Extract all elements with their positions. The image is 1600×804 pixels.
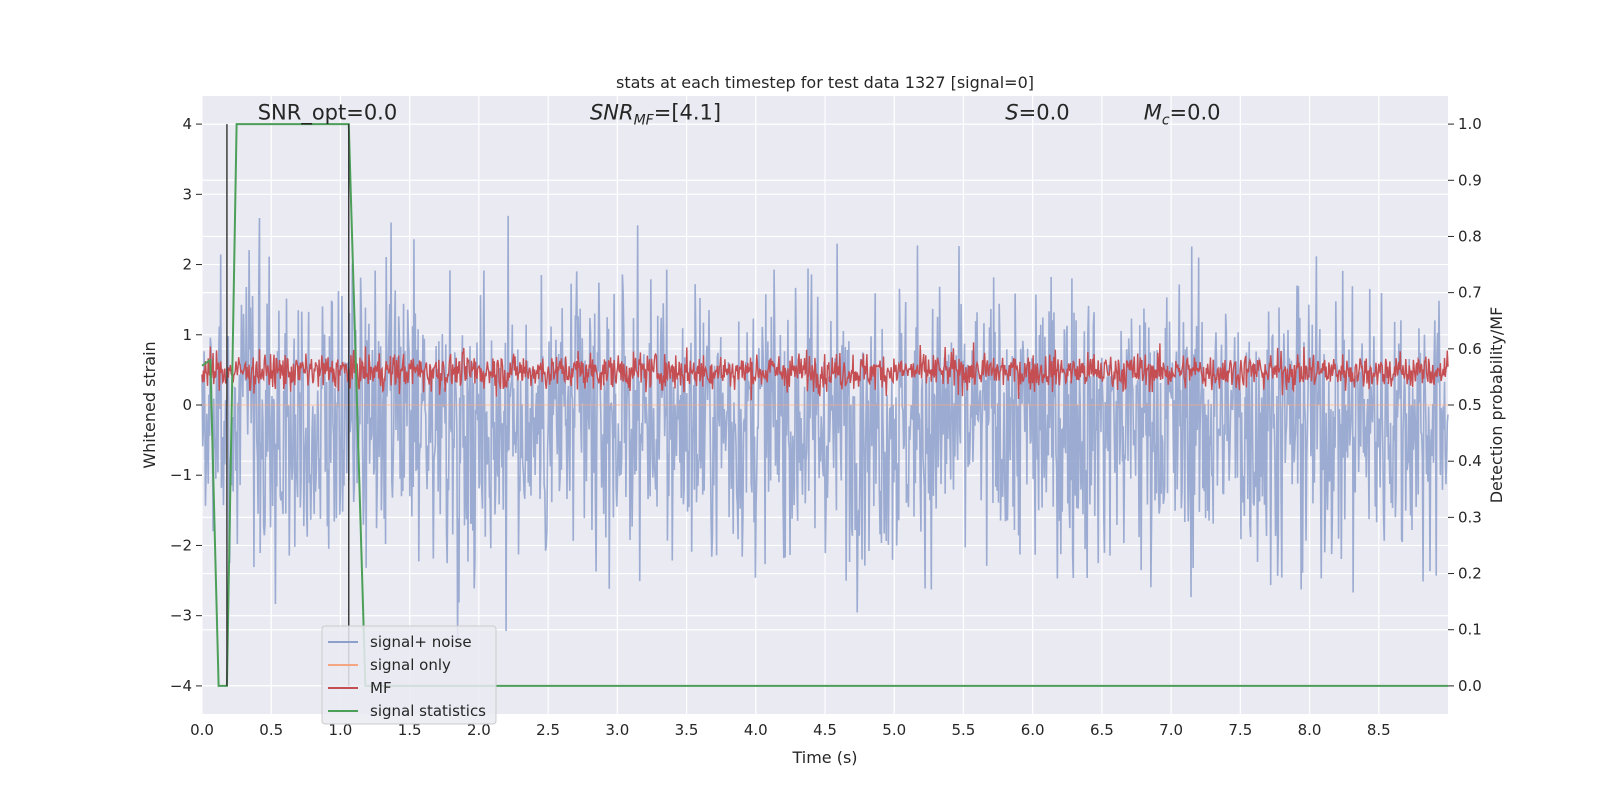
y-left-tick-label: 0 [182, 396, 192, 414]
y-axis-right-label: Detection probability/MF [1487, 307, 1506, 504]
x-tick-label: 8.0 [1298, 721, 1322, 739]
y-left-tick-label: 1 [182, 326, 192, 344]
x-tick-label: 3.5 [675, 721, 699, 739]
y-right-tick-label: 0.8 [1458, 227, 1482, 245]
y-left-tick-label: 4 [182, 115, 192, 133]
y-left-tick-label: −1 [170, 466, 192, 484]
legend: signal+ noise signal only MF signal statist… [321, 625, 497, 725]
x-axis-label: Time (s) [791, 748, 857, 767]
y-left-tick-label: −3 [170, 607, 192, 625]
x-tick-label: 1.5 [398, 721, 422, 739]
x-tick-label: 0.0 [190, 721, 214, 739]
y-right-tick-label: 0.3 [1458, 508, 1482, 526]
x-tick-label: 4.0 [744, 721, 768, 739]
y-right-tick-label: 0.2 [1458, 565, 1482, 583]
y-right-tick-label: 0.0 [1458, 677, 1482, 695]
x-tick-label: 7.5 [1228, 721, 1252, 739]
tick-labels: 0.0 0.5 1.0 1.5 2.0 2.5 3.0 3.5 4.0 4.5 5.0 5.5 6.0 6… [170, 115, 1482, 739]
y-left-tick-label: 2 [182, 256, 192, 274]
legend-label: signal statistics [370, 702, 486, 720]
series-line-signal-noise [201, 215, 1449, 640]
legend-label: MF [370, 679, 392, 697]
legend-box [321, 625, 497, 725]
x-tick-label: 4.5 [813, 721, 837, 739]
annotation-text: SNRMF=[4.1] [590, 100, 721, 128]
x-tick-label: 6.5 [1090, 721, 1114, 739]
x-tick-label: 0.5 [259, 721, 283, 739]
series-line-mf [201, 342, 1449, 401]
y-right-tick-label: 0.1 [1458, 621, 1482, 639]
x-tick-label: 2.0 [467, 721, 491, 739]
y-right-tick-label: 1.0 [1458, 115, 1482, 133]
y-left-tick-label: 3 [182, 185, 192, 203]
y-axis-left-label: Whitened strain [140, 341, 159, 468]
y-left-tick-label: −4 [170, 677, 192, 695]
annotation-text: SNR_opt=0.0 [258, 100, 398, 125]
y-right-tick-label: 0.7 [1458, 284, 1482, 302]
y-left-tick-label: −2 [170, 536, 192, 554]
y-right-tick-label: 0.9 [1458, 171, 1482, 189]
y-right-tick-label: 0.6 [1458, 340, 1482, 358]
legend-label: signal only [370, 656, 451, 674]
x-tick-label: 5.0 [882, 721, 906, 739]
x-tick-label: 8.5 [1367, 721, 1391, 739]
annotations: SNR_opt=0.0 SNRMF=[4.1] S=0.0 Mc=0.0 [258, 100, 1221, 128]
x-tick-label: 7.0 [1159, 721, 1183, 739]
x-tick-label: 1.0 [329, 721, 353, 739]
annotation-text: S=0.0 [1005, 100, 1069, 124]
marker-lines [226, 124, 350, 686]
x-tick-label: 6.0 [1021, 721, 1045, 739]
annotation-text: Mc=0.0 [1144, 100, 1221, 128]
chart-title: stats at each timestep for test data 132… [616, 73, 1034, 92]
x-tick-label: 5.5 [952, 721, 976, 739]
x-tick-label: 2.5 [536, 721, 560, 739]
legend-label: signal+ noise [370, 633, 472, 651]
y-right-tick-label: 0.4 [1458, 452, 1482, 470]
y-right-tick-label: 0.5 [1458, 396, 1482, 414]
x-tick-label: 3.0 [605, 721, 629, 739]
